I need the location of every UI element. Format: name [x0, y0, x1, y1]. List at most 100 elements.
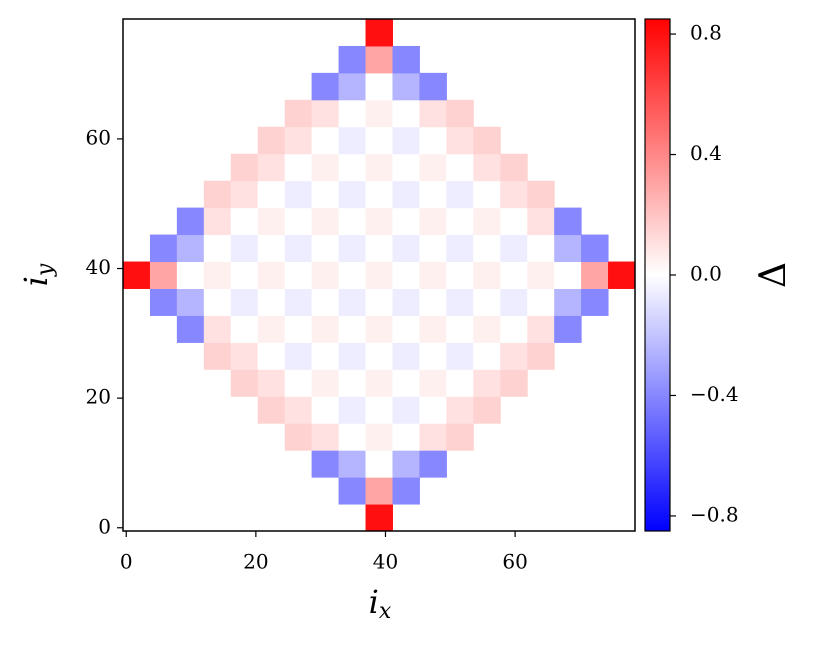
heat-cell — [365, 19, 393, 47]
heat-cell — [365, 477, 393, 505]
heat-cell — [230, 369, 259, 397]
heat-cell — [473, 207, 501, 236]
heat-cell — [473, 234, 501, 263]
heat-cell — [446, 180, 474, 209]
heat-cell — [257, 126, 286, 155]
heat-cell — [446, 207, 474, 236]
heat-cell — [257, 288, 286, 316]
heat-cell — [284, 234, 313, 263]
heat-cell — [230, 342, 259, 370]
heat-cell — [500, 153, 528, 182]
x-tick-label: 0 — [120, 550, 133, 574]
heat-cell — [338, 477, 367, 505]
heat-cell — [419, 423, 447, 451]
y-axis-label: iy — [17, 263, 59, 286]
y-tick-label: 60 — [86, 125, 111, 149]
heat-cell — [338, 99, 367, 128]
heat-cell — [392, 423, 420, 451]
heat-cell — [392, 153, 420, 182]
heat-cell — [419, 288, 447, 316]
axes-frame — [122, 18, 636, 532]
heat-cell — [500, 369, 528, 397]
heat-cell — [311, 342, 340, 370]
heat-cell — [365, 207, 393, 236]
heat-cell — [500, 288, 528, 316]
heat-cell — [311, 369, 340, 397]
heat-cell — [203, 261, 232, 289]
heat-cell — [257, 342, 286, 370]
heat-cell — [446, 288, 474, 316]
x-axis-label: ix — [369, 583, 392, 625]
heat-cell — [257, 180, 286, 209]
heat-cell — [311, 423, 340, 451]
heat-cell — [149, 261, 178, 289]
heat-cell — [365, 288, 393, 316]
heat-cell — [419, 396, 447, 424]
heat-cell — [311, 396, 340, 424]
heat-cell — [554, 288, 582, 316]
heat-cell — [392, 450, 420, 478]
heat-cell — [338, 234, 367, 263]
heat-cell — [365, 99, 393, 128]
x-label-base: i — [369, 583, 379, 621]
heat-cell — [284, 369, 313, 397]
heat-cell — [419, 207, 447, 236]
heat-cell — [203, 288, 232, 316]
heat-cell — [311, 72, 340, 101]
heat-cell — [284, 315, 313, 343]
heat-cell — [581, 234, 609, 263]
heat-cell — [527, 207, 555, 236]
heat-cell — [365, 504, 393, 531]
heat-cell — [392, 369, 420, 397]
heat-cell — [473, 342, 501, 370]
heat-cell — [176, 315, 205, 343]
colorbar-tick-label: 0.0 — [690, 262, 722, 286]
heat-cell — [230, 261, 259, 289]
heat-cell — [446, 261, 474, 289]
heat-cell — [338, 153, 367, 182]
colorbar — [644, 18, 671, 532]
heat-cell — [203, 234, 232, 263]
heat-cell — [392, 477, 420, 505]
heat-cell — [338, 288, 367, 316]
heat-cell — [581, 261, 609, 289]
heat-cell — [365, 234, 393, 263]
heat-cell — [419, 153, 447, 182]
heat-cell — [311, 126, 340, 155]
heat-cell — [392, 342, 420, 370]
heat-cell — [392, 396, 420, 424]
heat-cell — [338, 45, 367, 74]
heat-cell — [257, 261, 286, 289]
heat-cell — [284, 396, 313, 424]
x-tick-label: 20 — [243, 550, 268, 574]
heat-cell — [230, 234, 259, 263]
heat-cell — [446, 369, 474, 397]
heat-cell — [365, 72, 393, 101]
heat-cell — [392, 72, 420, 101]
heat-cell — [284, 342, 313, 370]
heat-cell — [608, 261, 635, 289]
heat-cell — [311, 153, 340, 182]
x-tick-label: 60 — [502, 550, 527, 574]
heat-cell — [419, 126, 447, 155]
heat-cell — [338, 342, 367, 370]
heat-cell — [473, 153, 501, 182]
heat-cell — [527, 261, 555, 289]
heat-cell — [500, 261, 528, 289]
heat-cell — [554, 234, 582, 263]
heat-cell — [392, 126, 420, 155]
heat-cell — [311, 234, 340, 263]
heat-cell — [419, 234, 447, 263]
heat-cell — [338, 180, 367, 209]
heat-cell — [419, 180, 447, 209]
heat-cell — [284, 99, 313, 128]
heat-cell — [311, 315, 340, 343]
heat-cell — [473, 288, 501, 316]
heat-cell — [392, 99, 420, 128]
heat-cell — [176, 288, 205, 316]
heat-cell — [257, 234, 286, 263]
heatmap — [123, 19, 635, 531]
heat-cell — [446, 315, 474, 343]
heat-cell — [284, 126, 313, 155]
